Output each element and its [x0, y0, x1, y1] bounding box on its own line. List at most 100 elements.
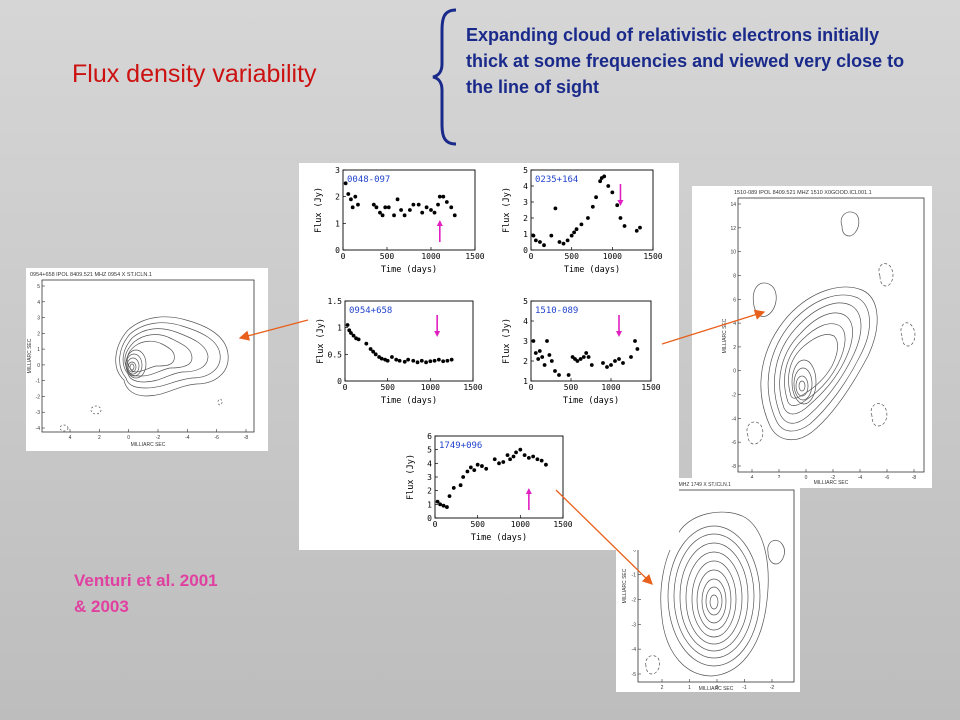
- y-tick-label: 0: [427, 514, 432, 523]
- data-point: [584, 351, 589, 355]
- data-point: [531, 233, 536, 238]
- data-point: [429, 208, 433, 212]
- data-point: [575, 359, 580, 363]
- contour-map-1510: 1510-089 IPOL 8409.521 MHZ 1510 X0GOOD.I…: [722, 190, 925, 486]
- data-point: [346, 192, 351, 196]
- data-point: [380, 213, 385, 218]
- map-y-tick-label: 8: [733, 273, 736, 279]
- data-point: [451, 486, 456, 490]
- x-tick-label: 0: [343, 383, 348, 392]
- data-point: [343, 181, 348, 186]
- x-axis-label: Time (days): [563, 396, 619, 406]
- x-tick-label: 0: [341, 252, 346, 261]
- data-point: [605, 365, 609, 369]
- x-tick-label: 500: [470, 520, 485, 529]
- y-tick-label: 4: [523, 317, 528, 326]
- map-y-tick-label: -2: [36, 394, 41, 400]
- data-point: [536, 357, 541, 361]
- data-point: [484, 466, 489, 471]
- x-tick-label: 500: [380, 252, 395, 261]
- y-tick-label: 1: [523, 377, 528, 386]
- data-point: [356, 202, 360, 207]
- map-y-tick-label: -2: [732, 393, 737, 399]
- data-point: [468, 465, 473, 470]
- data-point: [609, 363, 613, 367]
- map-y-tick-label: -2: [632, 597, 637, 603]
- data-point: [447, 494, 452, 499]
- data-point: [492, 457, 497, 462]
- data-point: [438, 502, 443, 507]
- data-point: [424, 360, 428, 365]
- contour-map-0954: 0954+658 IPOL 8409.521 MHZ 0954 X ST.ICL…: [27, 272, 255, 448]
- y-tick-label: 4: [427, 459, 432, 468]
- data-point: [566, 373, 571, 377]
- x-tick-label: 1500: [465, 252, 484, 261]
- data-point: [349, 197, 353, 202]
- map-y-tick-label: 4: [733, 321, 736, 327]
- data-point: [420, 210, 425, 215]
- data-point: [432, 210, 437, 215]
- data-point: [432, 358, 437, 363]
- data-point: [397, 358, 402, 363]
- map-y-tick-label: 5: [37, 284, 40, 290]
- data-point: [606, 184, 611, 188]
- data-point: [638, 225, 642, 230]
- data-point: [351, 333, 356, 338]
- map-x-tick-label: 0: [716, 685, 719, 691]
- data-point: [629, 355, 633, 359]
- data-point: [350, 205, 355, 210]
- map-y-tick-label: -8: [732, 464, 737, 470]
- data-point: [411, 358, 416, 363]
- data-point: [537, 349, 542, 353]
- map-y-tick-label: -4: [36, 426, 41, 432]
- map-y-tick-label: 4: [37, 300, 40, 306]
- data-point: [349, 331, 353, 335]
- data-point: [445, 505, 449, 509]
- data-point: [545, 339, 549, 343]
- x-axis-label: Time (days): [471, 533, 527, 543]
- map-y-tick-label: 0: [37, 363, 40, 369]
- data-point: [535, 457, 540, 462]
- map-x-tick-label: -1: [742, 685, 747, 691]
- data-point: [579, 222, 584, 227]
- data-point: [594, 195, 598, 200]
- map-y-axis-label: MILLIARC SEC: [27, 338, 33, 373]
- data-point: [581, 355, 586, 359]
- data-point: [441, 359, 446, 364]
- data-point: [586, 355, 591, 359]
- map-y-tick-label: 10: [730, 250, 736, 256]
- y-tick-label: 5: [427, 446, 432, 455]
- contour-set: [645, 511, 785, 677]
- reference-line-1: Venturi et al. 2001: [74, 571, 218, 590]
- radio-map-left: 0954+658 IPOL 8409.521 MHZ 0954 X ST.ICL…: [26, 268, 268, 451]
- reference-line-2: & 2003: [74, 597, 129, 616]
- data-point: [411, 202, 416, 207]
- map-y-tick-label: 3: [37, 316, 40, 322]
- y-axis-label: Flux (Jy): [314, 187, 324, 233]
- x-tick-label: 0: [529, 252, 534, 261]
- slide-title: Flux density variability: [72, 60, 317, 88]
- map-x-axis-label: MILLIARC SEC: [699, 686, 734, 692]
- reference-citation: Venturi et al. 2001 & 2003: [74, 568, 218, 620]
- map-y-tick-label: 2: [733, 345, 736, 351]
- data-point: [574, 227, 579, 232]
- map-y-tick-label: 1: [37, 347, 40, 353]
- epoch-arrowhead-icon: [436, 220, 443, 226]
- x-tick-label: 0: [433, 520, 438, 529]
- map-x-tick-label: -2: [770, 685, 775, 691]
- data-point: [518, 447, 523, 452]
- data-point: [508, 457, 512, 462]
- map-y-tick-label: -3: [36, 410, 41, 416]
- data-point: [533, 351, 538, 355]
- light-curve-plot-1749+096: 0 500 1000 1500 0 1 2 3 4 5 6 Time (days) Flux (Jy) 1…: [406, 432, 573, 543]
- map-y-tick-label: 14: [730, 202, 736, 208]
- data-point: [586, 216, 590, 220]
- data-point: [428, 359, 433, 364]
- map-y-tick-label: -4: [632, 647, 637, 653]
- data-point: [590, 204, 595, 209]
- source-name-label: 0954+658: [349, 306, 392, 316]
- data-point: [394, 357, 399, 362]
- data-point: [390, 355, 394, 359]
